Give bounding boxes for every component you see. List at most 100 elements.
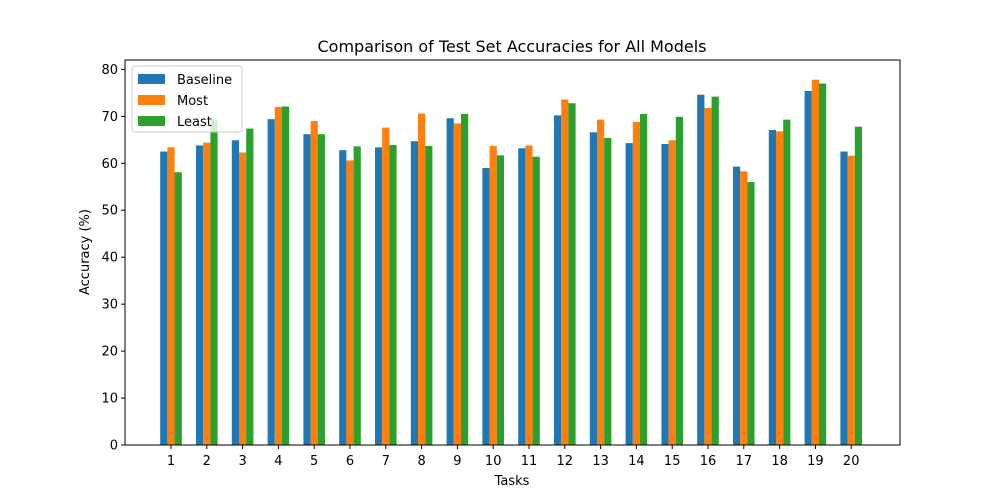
bar-baseline-task-10 [482, 167, 490, 446]
legend-swatch-most [138, 95, 165, 105]
legend-label-most: Most [177, 94, 208, 109]
y-tick-label: 10 [101, 392, 118, 407]
bar-most-task-18 [776, 131, 784, 445]
bars-group [160, 79, 862, 446]
bar-most-task-10 [489, 145, 497, 446]
bar-least-task-11 [532, 156, 540, 445]
x-axis-label: Tasks [494, 474, 530, 489]
x-tick-label: 13 [592, 454, 609, 469]
bar-most-task-3 [239, 152, 247, 446]
bar-baseline-task-8 [410, 141, 418, 446]
y-tick-label: 80 [101, 63, 118, 78]
bar-baseline-task-14 [625, 143, 633, 445]
bar-least-task-8 [425, 145, 433, 446]
x-tick-label: 7 [382, 454, 390, 469]
bar-most-task-17 [740, 171, 748, 445]
x-tick-label: 6 [346, 454, 354, 469]
y-tick-label: 20 [101, 345, 118, 360]
y-tick-label: 0 [110, 439, 118, 454]
bar-baseline-task-15 [661, 144, 669, 446]
bar-baseline-task-19 [804, 90, 812, 446]
bar-most-task-20 [847, 155, 855, 445]
x-tick-label: 15 [664, 454, 681, 469]
legend-label-baseline: Baseline [177, 73, 232, 88]
bar-baseline-task-9 [446, 118, 454, 445]
bar-least-task-2 [210, 119, 218, 445]
bar-most-task-7 [382, 127, 390, 446]
x-tick-label: 20 [843, 454, 860, 469]
bar-most-task-5 [310, 121, 318, 445]
bar-most-task-11 [525, 145, 533, 445]
bar-most-task-8 [418, 113, 426, 446]
y-axis-label: Accuracy (%) [78, 209, 93, 295]
bar-least-task-9 [461, 113, 469, 446]
bar-least-task-19 [819, 83, 827, 445]
bar-least-task-5 [317, 134, 325, 445]
bar-most-task-9 [453, 123, 461, 445]
legend-swatch-least [138, 116, 165, 126]
x-tick-label: 10 [485, 454, 502, 469]
x-tick-label: 16 [700, 454, 717, 469]
bar-baseline-task-20 [840, 151, 848, 446]
bar-least-task-20 [854, 126, 862, 446]
bar-least-task-12 [568, 103, 576, 445]
bar-most-task-1 [167, 147, 175, 445]
x-tick-label: 14 [628, 454, 645, 469]
x-tick-label: 3 [238, 454, 246, 469]
bar-least-task-14 [640, 113, 648, 446]
x-tick-label: 2 [203, 454, 211, 469]
y-tick-label: 60 [101, 157, 118, 172]
bar-most-task-4 [274, 106, 282, 445]
legend-label-least: Least [177, 115, 212, 130]
x-tick-label: 18 [771, 454, 788, 469]
x-tick-label: 17 [736, 454, 753, 469]
bar-least-task-15 [675, 116, 683, 445]
bar-baseline-task-18 [768, 129, 776, 445]
x-tick-label: 1 [167, 454, 175, 469]
x-tick-label: 12 [557, 454, 574, 469]
y-tick-label: 70 [101, 110, 118, 125]
bar-baseline-task-11 [518, 148, 526, 445]
bar-most-task-6 [346, 160, 354, 446]
bar-baseline-task-16 [697, 94, 705, 446]
bar-baseline-task-3 [231, 140, 239, 446]
bar-most-task-19 [811, 79, 819, 445]
bar-most-task-2 [203, 142, 211, 445]
chart-title: Comparison of Test Set Accuracies for Al… [317, 37, 706, 56]
y-tick-label: 30 [101, 298, 118, 313]
y-tick-label: 40 [101, 251, 118, 266]
bar-most-task-15 [668, 140, 676, 446]
bar-least-task-1 [174, 172, 182, 445]
y-axis: 0 10 20 30 40 50 60 70 80 [101, 63, 125, 454]
bar-least-task-10 [496, 155, 504, 445]
bar-baseline-task-13 [589, 132, 597, 446]
bar-least-task-17 [747, 182, 755, 445]
x-tick-label: 4 [274, 454, 282, 469]
x-tick-label: 5 [310, 454, 318, 469]
bar-most-task-12 [561, 99, 569, 445]
bar-baseline-task-2 [196, 145, 204, 445]
x-tick-label: 8 [417, 454, 425, 469]
bar-baseline-task-7 [375, 147, 383, 445]
bar-least-task-18 [783, 119, 791, 445]
bar-least-task-4 [282, 106, 290, 445]
bar-least-task-6 [353, 146, 361, 445]
plot-frame [124, 59, 901, 446]
bar-least-task-7 [389, 144, 397, 446]
bar-baseline-task-12 [554, 115, 562, 446]
bar-baseline-task-1 [160, 151, 168, 446]
bar-baseline-task-5 [303, 134, 311, 445]
x-tick-label: 11 [521, 454, 538, 469]
bar-baseline-task-17 [733, 166, 741, 445]
legend-swatch-baseline [138, 74, 165, 84]
legend: Baseline Most Least [131, 65, 243, 133]
bar-least-task-3 [246, 128, 254, 446]
bar-most-task-16 [704, 107, 712, 445]
bar-least-task-13 [604, 137, 612, 445]
x-tick-label: 19 [807, 454, 824, 469]
bar-most-task-14 [632, 121, 640, 445]
bar-baseline-task-4 [267, 119, 275, 445]
bar-least-task-16 [711, 96, 719, 446]
y-tick-label: 50 [101, 204, 118, 219]
